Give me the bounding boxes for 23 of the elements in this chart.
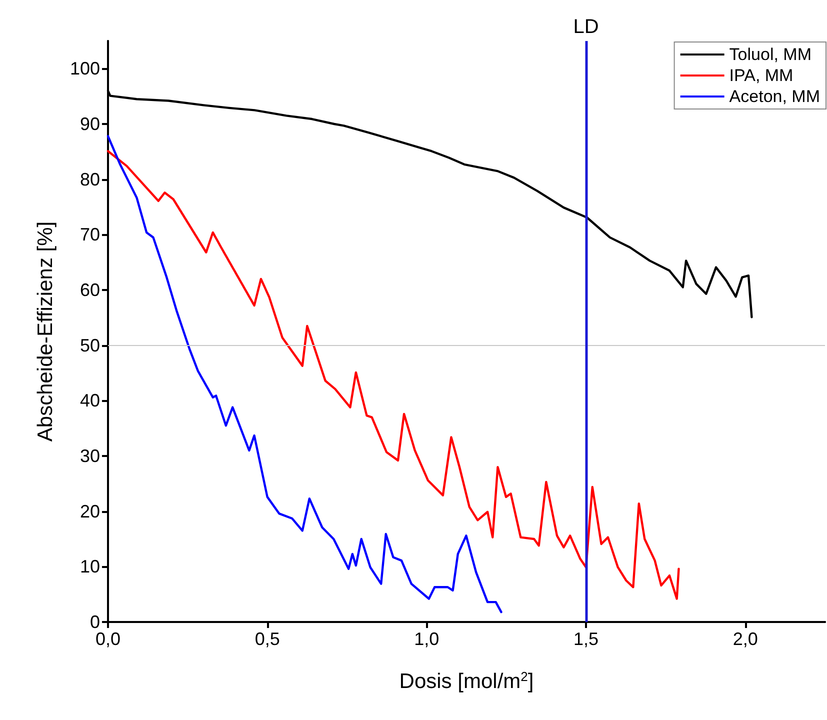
y-tick-label: 90 bbox=[80, 114, 100, 134]
y-tick-label: 50 bbox=[80, 335, 100, 356]
x-tick-label: 1,0 bbox=[414, 629, 440, 649]
y-tick-label: 20 bbox=[80, 501, 100, 522]
legend-label: Aceton, MM bbox=[729, 87, 820, 106]
y-tick-label: 10 bbox=[80, 556, 100, 577]
x-tick-label: 2,0 bbox=[732, 629, 758, 649]
y-tick-label: 70 bbox=[80, 224, 100, 245]
legend-label: IPA, MM bbox=[729, 66, 794, 85]
y-tick-label: 100 bbox=[70, 58, 100, 79]
y-tick-label: 60 bbox=[80, 280, 100, 300]
legend-label: Toluol, MM bbox=[729, 45, 812, 64]
line-series bbox=[106, 135, 502, 614]
y-axis-title: Abscheide-Effizienz [%] bbox=[34, 221, 57, 442]
y-tick-label: 30 bbox=[80, 446, 100, 466]
y-tick-label: 80 bbox=[80, 169, 100, 190]
line-series bbox=[106, 150, 680, 600]
y-tick-label: 0 bbox=[90, 612, 100, 632]
y-tick-label: 40 bbox=[80, 390, 100, 411]
x-tick-label: 1,5 bbox=[573, 629, 599, 649]
ref-line-label: LD bbox=[573, 16, 599, 38]
x-tick-label: 0,5 bbox=[254, 629, 280, 649]
x-tick-label: 0,0 bbox=[95, 629, 121, 649]
